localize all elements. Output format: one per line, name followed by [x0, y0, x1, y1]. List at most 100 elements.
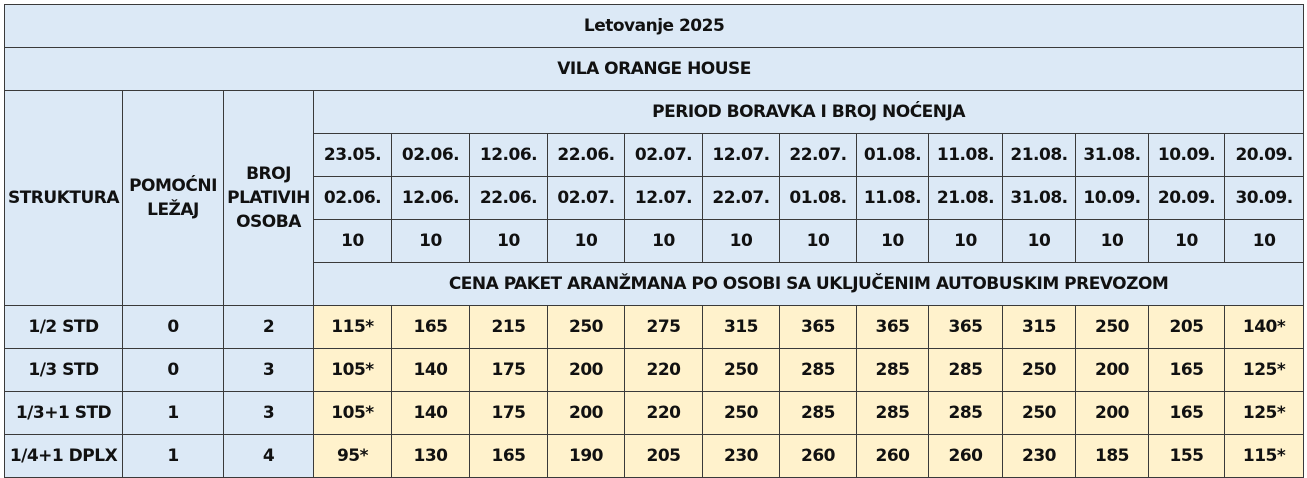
- table-row: 1/3+1 STD 1 3 105* 140 175 200 220 250 285 285 285 2…: [4, 391, 1305, 435]
- price-cell: 220: [624, 348, 703, 392]
- nights-cell: 10: [469, 219, 548, 263]
- period-to-cell: 31.08.: [1002, 176, 1076, 220]
- period-from-cell: 22.07.: [779, 133, 857, 177]
- period-header: PERIOD BORAVKA I BROJ NOĆENJA: [312, 90, 1305, 134]
- nights-cell: 10: [313, 219, 392, 263]
- period-from-cell: 01.08.: [856, 133, 929, 177]
- pomocni-lezaj-header: POMOĆNI LEŽAJ: [122, 90, 224, 306]
- room-structure-cell: 1/4+1 DPLX: [4, 434, 123, 478]
- price-cell: 260: [856, 434, 929, 478]
- price-cell: 95*: [313, 434, 392, 478]
- price-cell: 285: [779, 348, 857, 392]
- nights-cell: 10: [1148, 219, 1225, 263]
- price-table: Letovanje 2025 VILA ORANGE HOUSE STRUKTU…: [3, 4, 1305, 478]
- villa-name: VILA ORANGE HOUSE: [3, 47, 1305, 91]
- period-to-cell: 20.09.: [1148, 176, 1225, 220]
- price-cell: 115*: [1223, 434, 1305, 478]
- price-cell: 285: [856, 391, 929, 435]
- price-cell: 250: [702, 348, 780, 392]
- price-cell: 190: [547, 434, 625, 478]
- price-cell: 165: [1148, 348, 1225, 392]
- price-cell: 175: [469, 348, 548, 392]
- price-header: CENA PAKET ARANŽMANA PO OSOBI SA UKLJUČE…: [312, 262, 1305, 306]
- paying-persons-cell: 4: [223, 434, 314, 478]
- price-cell: 230: [702, 434, 780, 478]
- period-to-row: 02.06. 12.06. 22.06. 02.07. 12.07. 22.07. 01.0…: [5, 176, 1305, 220]
- extra-bed-cell: 0: [122, 348, 224, 392]
- period-from-cell: 02.07.: [624, 133, 703, 177]
- nights-cell: 10: [391, 219, 470, 263]
- extra-bed-cell: 1: [122, 434, 224, 478]
- price-cell: 205: [624, 434, 703, 478]
- period-to-cell: 01.08.: [779, 176, 857, 220]
- period-from-cell: 12.06.: [469, 133, 548, 177]
- room-structure-cell: 1/3 STD: [4, 348, 123, 392]
- price-cell: 205: [1148, 305, 1225, 349]
- period-from-cell: 31.08.: [1075, 133, 1149, 177]
- period-from-cell: 23.05.: [313, 133, 392, 177]
- period-to-cell: 12.07.: [624, 176, 703, 220]
- table-row: 1/3 STD 0 3 105* 140 175 200 220 250 285 285 285 250…: [4, 348, 1305, 392]
- period-from-row: 23.05. 02.06. 12.06. 22.06. 02.07. 12.07. 22.0…: [5, 133, 1305, 177]
- extra-bed-cell: 1: [122, 391, 224, 435]
- price-cell: 285: [928, 348, 1003, 392]
- price-cell: 250: [1002, 348, 1076, 392]
- price-cell: 140: [391, 348, 470, 392]
- period-to-cell: 30.09.: [1223, 176, 1305, 220]
- nights-cell: 10: [624, 219, 703, 263]
- price-cell: 105*: [313, 348, 392, 392]
- period-from-cell: 12.07.: [702, 133, 780, 177]
- period-to-cell: 02.07.: [547, 176, 625, 220]
- price-cell: 250: [1075, 305, 1149, 349]
- nights-cell: 10: [928, 219, 1003, 263]
- period-from-cell: 10.09.: [1148, 133, 1225, 177]
- price-cell: 125*: [1223, 348, 1305, 392]
- period-to-cell: 22.07.: [702, 176, 780, 220]
- price-cell: 165: [1148, 391, 1225, 435]
- price-cell: 130: [391, 434, 470, 478]
- price-cell: 140: [391, 391, 470, 435]
- price-cell: 200: [1075, 391, 1149, 435]
- period-from-cell: 20.09.: [1223, 133, 1305, 177]
- price-cell: 315: [702, 305, 780, 349]
- period-to-cell: 21.08.: [928, 176, 1003, 220]
- paying-persons-cell: 2: [223, 305, 314, 349]
- table-row: 1/4+1 DPLX 1 4 95* 130 165 190 205 230 260 260 260 2…: [4, 434, 1305, 478]
- price-cell: 200: [1075, 348, 1149, 392]
- price-cell: 365: [928, 305, 1003, 349]
- paying-persons-cell: 3: [223, 391, 314, 435]
- price-cell: 260: [928, 434, 1003, 478]
- price-cell: 250: [547, 305, 625, 349]
- price-cell: 165: [391, 305, 470, 349]
- room-structure-cell: 1/3+1 STD: [4, 391, 123, 435]
- nights-row: 10 10 10 10 10 10 10 10 10 10 10 10 10: [5, 219, 1305, 263]
- period-to-cell: 02.06.: [313, 176, 392, 220]
- nights-cell: 10: [702, 219, 780, 263]
- price-cell: 125*: [1223, 391, 1305, 435]
- room-structure-cell: 1/2 STD: [4, 305, 123, 349]
- period-from-cell: 11.08.: [928, 133, 1003, 177]
- broj-plativih-osoba-header: BROJ PLATIVIH OSOBA: [223, 90, 314, 306]
- price-cell: 365: [856, 305, 929, 349]
- price-cell: 365: [779, 305, 857, 349]
- nights-cell: 10: [547, 219, 625, 263]
- price-cell: 215: [469, 305, 548, 349]
- price-cell: 250: [702, 391, 780, 435]
- price-cell: 155: [1148, 434, 1225, 478]
- nights-cell: 10: [1002, 219, 1076, 263]
- period-from-cell: 02.06.: [391, 133, 470, 177]
- price-cell: 285: [928, 391, 1003, 435]
- price-cell: 105*: [313, 391, 392, 435]
- price-cell: 275: [624, 305, 703, 349]
- price-cell: 230: [1002, 434, 1076, 478]
- price-cell: 220: [624, 391, 703, 435]
- struktura-header: STRUKTURA: [4, 90, 123, 306]
- period-from-cell: 21.08.: [1002, 133, 1076, 177]
- nights-cell: 10: [1075, 219, 1149, 263]
- period-to-cell: 11.08.: [856, 176, 929, 220]
- price-cell: 200: [547, 391, 625, 435]
- price-cell: 175: [469, 391, 548, 435]
- table-row: 1/2 STD 0 2 115* 165 215 250 275 315 365 365 365 315…: [4, 305, 1305, 349]
- period-from-cell: 22.06.: [547, 133, 625, 177]
- price-cell: 115*: [313, 305, 392, 349]
